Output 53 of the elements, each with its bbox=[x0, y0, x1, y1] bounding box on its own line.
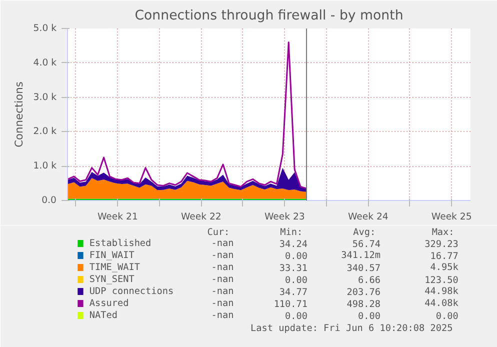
text: 44.08k bbox=[424, 298, 459, 309]
legend-label: NATed bbox=[89, 310, 118, 321]
text: 34.24 bbox=[279, 239, 308, 250]
text: 0.00 bbox=[285, 275, 308, 286]
text: 123.50 bbox=[424, 275, 459, 286]
legend-label: SYN_SENT bbox=[89, 274, 135, 285]
x-tick-label: Week 23 bbox=[264, 212, 305, 222]
text: 329.23 bbox=[424, 239, 458, 250]
legend-label: FIN_WAIT bbox=[89, 250, 135, 261]
y-axis-title: Connections bbox=[12, 81, 26, 148]
text: 498.28 bbox=[346, 299, 381, 310]
text: -nan bbox=[211, 250, 234, 261]
text: 203.76 bbox=[346, 287, 381, 298]
text: 16.77 bbox=[430, 251, 458, 262]
y-tick-label: 1.0 k bbox=[33, 160, 58, 172]
text: 110.71 bbox=[274, 299, 308, 310]
legend-label: Assured bbox=[89, 298, 129, 309]
text: 56.74 bbox=[352, 239, 381, 250]
text: Min: bbox=[280, 227, 303, 238]
text: -nan bbox=[211, 274, 234, 285]
y-tick-label: 2.0 k bbox=[33, 126, 58, 138]
y-tick-label: 5.0 k bbox=[33, 23, 58, 34]
text: 44.98k bbox=[424, 286, 459, 297]
text: 0.00 bbox=[358, 311, 381, 322]
text: Last update: Fri Jun 6 10:20:08 2025 bbox=[250, 323, 453, 334]
text: 33.31 bbox=[279, 263, 308, 274]
legend-label: TIME_WAIT bbox=[89, 262, 140, 273]
legend-label: UDP connections bbox=[89, 286, 174, 297]
text: -nan bbox=[211, 298, 234, 309]
x-tick-label: Week 25 bbox=[431, 212, 472, 222]
text: Avg: bbox=[353, 227, 376, 238]
text: 0.00 bbox=[436, 311, 459, 322]
y-tick-label: 3.0 k bbox=[33, 92, 58, 103]
chart-title: Connections through firewall - by month bbox=[134, 8, 404, 24]
text: 341.12m bbox=[341, 250, 381, 261]
y-tick-label: 4.0 k bbox=[33, 57, 58, 68]
text: Max: bbox=[432, 227, 454, 238]
legend-label: Established bbox=[89, 238, 152, 249]
y-tick-label: 0.0 bbox=[42, 195, 57, 206]
text: 340.57 bbox=[346, 263, 380, 274]
text: 4.95k bbox=[430, 262, 459, 273]
text: Cur: bbox=[207, 227, 230, 238]
x-tick-label: Week 21 bbox=[97, 212, 138, 222]
text: 0.00 bbox=[285, 311, 308, 322]
text: -nan bbox=[211, 286, 234, 297]
text: -nan bbox=[211, 310, 234, 321]
x-tick-label: Week 22 bbox=[180, 212, 222, 222]
text: -nan bbox=[211, 238, 234, 249]
x-tick-label: Week 24 bbox=[348, 212, 388, 222]
text: 34.77 bbox=[279, 287, 308, 298]
text: -nan bbox=[211, 262, 234, 273]
text: 6.66 bbox=[358, 275, 381, 286]
text: 0.00 bbox=[285, 251, 308, 262]
